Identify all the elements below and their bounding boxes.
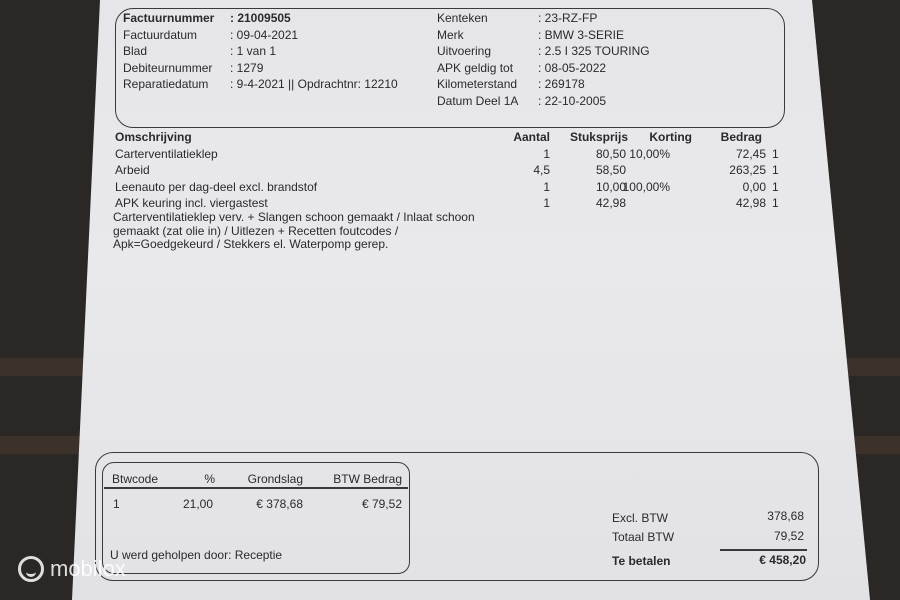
helped-by: U werd geholpen door: Receptie bbox=[110, 548, 283, 562]
item-discount: 100,00% bbox=[622, 179, 670, 194]
vat-box bbox=[102, 462, 410, 574]
vehicle-value: : 269178 bbox=[538, 77, 585, 91]
vehicle-label: Merk bbox=[437, 27, 464, 42]
col-korting: Korting bbox=[649, 130, 692, 144]
info-value: : 1 van 1 bbox=[230, 44, 277, 58]
vehicle-value: : 23-RZ-FP bbox=[538, 11, 598, 25]
info-value: : 9-4-2021 || Opdrachtnr: 12210 bbox=[230, 77, 398, 91]
info-label: Reparatiedatum bbox=[123, 77, 209, 91]
vehicle-value: : 22-10-2005 bbox=[538, 93, 607, 108]
item-vat-code: 1 bbox=[772, 179, 779, 194]
item-quantity: 1 bbox=[543, 147, 550, 161]
col-bedrag: Bedrag bbox=[720, 130, 762, 144]
vehicle-label: APK geldig tot bbox=[437, 60, 514, 75]
info-value: : 1279 bbox=[230, 60, 264, 75]
vat-amount: € 79,52 bbox=[361, 497, 402, 511]
item-amount: 72,45 bbox=[735, 147, 766, 161]
item-vat-code: 1 bbox=[772, 195, 779, 210]
te-betalen-value: € 458,20 bbox=[759, 553, 806, 567]
vehicle-label: Uitvoering bbox=[437, 44, 492, 58]
item-discount: 10,00% bbox=[629, 147, 670, 161]
excl-btw-value: 378,68 bbox=[767, 509, 804, 523]
col-omschrijving: Omschrijving bbox=[115, 130, 192, 144]
info-label: Factuurdatum bbox=[123, 27, 198, 42]
vat-header-divider bbox=[104, 487, 408, 489]
vehicle-label: Kenteken bbox=[437, 11, 488, 25]
vehicle-label: Datum Deel 1A bbox=[437, 93, 519, 108]
vehicle-value: : 2.5 I 325 TOURING bbox=[538, 44, 650, 58]
col-aantal: Aantal bbox=[513, 130, 550, 144]
vat-pct: 21,00 bbox=[182, 497, 213, 511]
vat-base: € 378,68 bbox=[256, 497, 303, 511]
item-vat-code: 1 bbox=[772, 163, 779, 178]
totaal-btw-value: 79,52 bbox=[773, 529, 804, 543]
info-label: Factuurnummer bbox=[123, 11, 215, 25]
vehicle-value: : 08-05-2022 bbox=[538, 60, 607, 75]
item-amount: 42,98 bbox=[735, 195, 766, 210]
vat-col-code: Btwcode bbox=[112, 472, 159, 486]
watermark-text: mobilox bbox=[50, 556, 126, 581]
item-vat-code: 1 bbox=[772, 147, 779, 161]
item-description: Carterventilatieklep bbox=[115, 147, 218, 161]
info-label: Debiteurnummer bbox=[123, 60, 213, 75]
item-quantity: 1 bbox=[543, 179, 550, 194]
item-quantity: 4,5 bbox=[533, 163, 550, 178]
col-stuksprijs: Stuksprijs bbox=[569, 130, 628, 144]
totals-divider bbox=[720, 549, 807, 551]
repair-note-line: gemaakt (zat olie in) / Uitlezen + Recet… bbox=[113, 223, 399, 238]
te-betalen-label: Te betalen bbox=[612, 554, 671, 568]
item-amount: 263,25 bbox=[729, 163, 766, 178]
vehicle-label: Kilometerstand bbox=[437, 77, 518, 91]
item-quantity: 1 bbox=[543, 195, 550, 210]
totals-box bbox=[95, 452, 819, 581]
vat-col-amount: BTW Bedrag bbox=[333, 472, 402, 486]
repair-note-line: Carterventilatieklep verv. + Slangen sch… bbox=[113, 210, 475, 224]
item-unit-price: 58,50 bbox=[595, 163, 626, 178]
vat-code: 1 bbox=[113, 497, 120, 511]
item-unit-price: 80,50 bbox=[595, 147, 626, 161]
mobilox-watermark: mobilox bbox=[18, 556, 126, 582]
vat-col-pct: % bbox=[204, 472, 215, 486]
totaal-btw-label: Totaal BTW bbox=[612, 530, 675, 544]
info-label: Blad bbox=[123, 44, 148, 58]
item-unit-price: 10,00 bbox=[595, 179, 626, 194]
repair-note-line: Apk=Goedgekeurd / Stekkers el. Waterpomp… bbox=[113, 237, 389, 251]
item-amount: 0,00 bbox=[742, 179, 766, 194]
vat-col-base: Grondslag bbox=[247, 472, 303, 486]
item-description: Leenauto per dag-deel excl. brandstof bbox=[115, 179, 318, 194]
vehicle-value: : BMW 3-SERIE bbox=[538, 27, 625, 42]
item-unit-price: 42,98 bbox=[595, 195, 626, 210]
info-value: : 21009505 bbox=[230, 11, 291, 25]
info-value: : 09-04-2021 bbox=[230, 27, 299, 42]
item-description: APK keuring incl. viergastest bbox=[115, 195, 268, 210]
mobilox-logo-icon bbox=[18, 556, 44, 582]
excl-btw-label: Excl. BTW bbox=[612, 511, 668, 525]
item-description: Arbeid bbox=[115, 163, 150, 178]
invoice-header-box bbox=[115, 8, 785, 128]
